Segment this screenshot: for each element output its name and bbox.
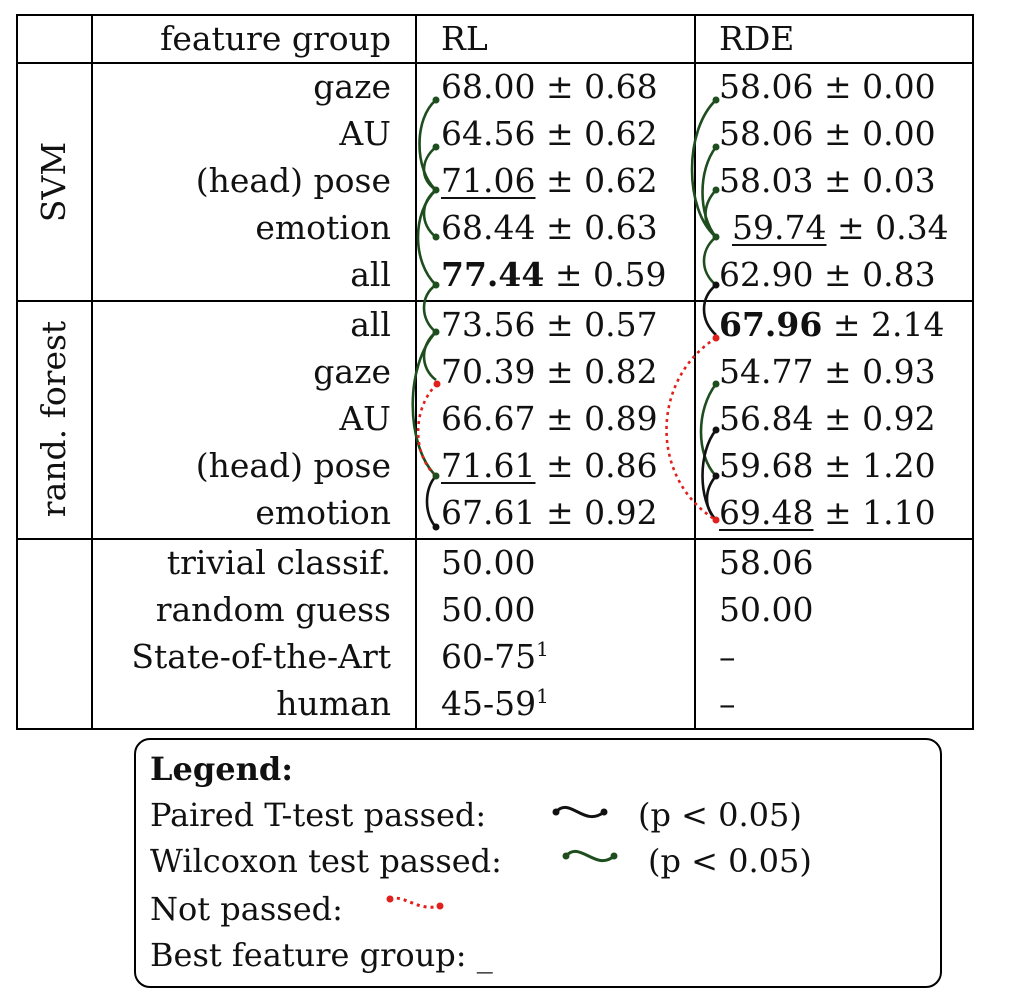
legend-paired-p: (p < 0.05) (638, 796, 802, 834)
rf-feature-emotion: emotion (255, 493, 391, 532)
rf-rl-au: 66.67 ± 0.89 (441, 399, 658, 438)
table-top-rule (16, 14, 974, 16)
rf-rl-gaze: 70.39 ± 0.82 (441, 352, 658, 391)
rf-feature-all: all (350, 305, 391, 344)
legend-box: Legend: Paired T-test passed: (p < 0.05)… (134, 738, 942, 988)
baseline-rde-random: 50.00 (719, 590, 814, 629)
rl-col-rule (694, 14, 696, 730)
rf-rde-gaze: 54.77 ± 0.93 (719, 352, 936, 391)
baseline-rl-random: 50.00 (441, 590, 536, 629)
svm-rde-emotion: 59.74 ± 0.34 (732, 208, 949, 247)
svm-feature-all: all (350, 255, 391, 294)
svm-feature-emotion: emotion (255, 208, 391, 247)
forest-group-rule (16, 538, 974, 540)
rf-rl-head-pose: 71.61 ± 0.86 (441, 446, 658, 485)
svm-rl-head-pose: 71.06 ± 0.62 (441, 161, 658, 200)
footnote-marker: 1 (536, 637, 549, 661)
rf-rde-head-pose: 59.68 ± 1.20 (719, 446, 936, 485)
rf-rl-all: 73.56 ± 0.57 (441, 305, 658, 344)
baseline-rde-sota: – (719, 637, 736, 676)
baseline-rde-trivial: 58.06 (719, 543, 814, 582)
svm-rl-au: 64.56 ± 0.62 (441, 114, 658, 153)
legend-wilcoxon-p: (p < 0.05) (648, 842, 812, 880)
results-table: feature group RL RDE SVM rand. forest ga… (16, 14, 974, 730)
svm-feature-head-pose: (head) pose (195, 161, 391, 200)
svm-group-rule (16, 300, 974, 302)
baseline-rl-human: 45-591 (441, 684, 549, 723)
group-label-svm: SVM (34, 141, 73, 223)
header-rde: RDE (719, 19, 795, 58)
baseline-feature-human: human (276, 684, 391, 723)
svm-rl-all: 77.44 ± 0.59 (441, 255, 667, 294)
legend-not-passed-label: Not passed: (150, 890, 343, 928)
baseline-rl-trivial: 50.00 (441, 543, 536, 582)
rf-rl-emotion: 67.61 ± 0.92 (441, 493, 658, 532)
baseline-feature-sota: State-of-the-Art (131, 637, 391, 676)
header-rule (16, 62, 974, 64)
baseline-feature-random: random guess (155, 590, 391, 629)
feature-col-rule (415, 14, 417, 730)
rf-feature-head-pose: (head) pose (195, 446, 391, 485)
baseline-rde-human: – (719, 684, 736, 723)
legend-title: Legend: (150, 750, 294, 788)
table-right-rule (972, 14, 974, 730)
svm-rl-gaze: 68.00 ± 0.68 (441, 67, 658, 106)
header-rl: RL (441, 19, 488, 58)
footnote-marker: 1 (536, 684, 549, 708)
svm-feature-gaze: gaze (313, 67, 391, 106)
legend-paired-label: Paired T-test passed: (150, 796, 487, 834)
legend-best-label: Best feature group: _ (150, 936, 493, 974)
rf-feature-au: AU (339, 399, 391, 438)
rf-rde-emotion: 69.48 ± 1.10 (719, 493, 936, 532)
table-bottom-rule (16, 728, 974, 730)
svm-rde-head-pose: 58.03 ± 0.03 (719, 161, 936, 200)
group-col-rule (91, 14, 93, 730)
baseline-feature-trivial: trivial classif. (166, 543, 391, 582)
rf-rde-au: 56.84 ± 0.92 (719, 399, 936, 438)
rf-feature-gaze: gaze (313, 352, 391, 391)
legend-wilcoxon-label: Wilcoxon test passed: (150, 842, 502, 880)
svm-feature-au: AU (339, 114, 391, 153)
group-label-rand-forest: rand. forest (34, 320, 73, 518)
rf-rde-all: 67.96 ± 2.14 (719, 305, 945, 344)
svm-rde-au: 58.06 ± 0.00 (719, 114, 936, 153)
table-left-rule (16, 14, 18, 730)
svm-rde-all: 62.90 ± 0.83 (719, 255, 936, 294)
svm-rde-gaze: 58.06 ± 0.00 (719, 67, 936, 106)
baseline-rl-sota: 60-751 (441, 637, 549, 676)
header-feature-group: feature group (160, 19, 391, 58)
svm-rl-emotion: 68.44 ± 0.63 (441, 208, 658, 247)
